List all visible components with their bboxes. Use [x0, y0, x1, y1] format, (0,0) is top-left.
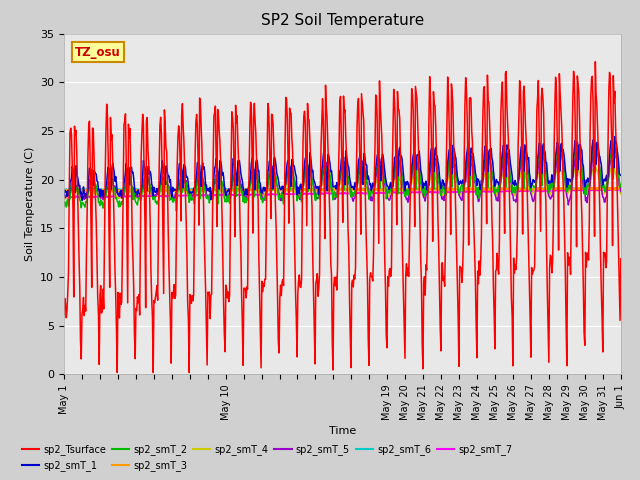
Title: SP2 Soil Temperature: SP2 Soil Temperature	[260, 13, 424, 28]
sp2_smT_2	[60, 203, 68, 209]
sp2_smT_4	[473, 191, 481, 196]
sp2_smT_2	[617, 182, 625, 188]
sp2_smT_7	[298, 192, 306, 197]
Line: sp2_smT_4: sp2_smT_4	[64, 165, 621, 200]
sp2_smT_6	[136, 187, 143, 193]
sp2_smT_7	[63, 194, 70, 200]
sp2_smT_1	[617, 173, 625, 179]
sp2_smT_2	[173, 208, 180, 214]
sp2_smT_1	[460, 181, 468, 187]
sp2_smT_6	[617, 186, 625, 192]
sp2_smT_5	[473, 192, 481, 198]
sp2_smT_2	[474, 185, 481, 191]
sp2_smT_3	[319, 187, 327, 192]
sp2_smT_6	[561, 185, 569, 191]
sp2_smT_1	[139, 171, 147, 177]
sp2_smT_3	[139, 188, 147, 193]
sp2_smT_7	[610, 186, 618, 192]
sp2_smT_6	[60, 186, 68, 192]
sp2_smT_3	[60, 188, 68, 194]
Legend: sp2_Tsurface, sp2_smT_1, sp2_smT_2, sp2_smT_3, sp2_smT_4, sp2_smT_5, sp2_smT_6, : sp2_Tsurface, sp2_smT_1, sp2_smT_2, sp2_…	[18, 441, 516, 475]
sp2_smT_3	[474, 187, 481, 193]
sp2_smT_7	[319, 191, 327, 197]
sp2_smT_6	[460, 186, 468, 192]
sp2_Tsurface	[591, 59, 599, 64]
sp2_smT_5	[564, 202, 572, 208]
sp2_smT_7	[75, 195, 83, 201]
sp2_smT_1	[298, 184, 306, 190]
sp2_smT_4	[609, 162, 616, 168]
sp2_smT_5	[319, 173, 326, 179]
sp2_Tsurface	[63, 315, 70, 321]
sp2_smT_1	[60, 192, 68, 198]
sp2_smT_2	[138, 190, 146, 196]
sp2_smT_4	[63, 194, 70, 200]
sp2_Tsurface	[460, 161, 468, 167]
Line: sp2_smT_6: sp2_smT_6	[64, 188, 621, 190]
Line: sp2_smT_3: sp2_smT_3	[64, 188, 621, 192]
X-axis label: Time: Time	[329, 426, 356, 435]
sp2_Tsurface	[60, 312, 68, 318]
sp2_smT_4	[460, 186, 467, 192]
sp2_smT_7	[60, 194, 68, 200]
sp2_Tsurface	[113, 370, 121, 375]
sp2_smT_3	[542, 185, 550, 191]
sp2_smT_6	[139, 186, 147, 192]
sp2_smT_1	[611, 134, 619, 140]
sp2_Tsurface	[617, 256, 625, 262]
sp2_smT_2	[298, 191, 306, 197]
sp2_smT_4	[319, 181, 326, 187]
sp2_smT_6	[474, 186, 481, 192]
Line: sp2_smT_7: sp2_smT_7	[64, 189, 621, 198]
sp2_smT_7	[139, 193, 147, 199]
sp2_smT_3	[69, 189, 77, 195]
sp2_smT_2	[63, 204, 70, 210]
sp2_smT_3	[617, 186, 625, 192]
sp2_smT_2	[589, 144, 596, 149]
sp2_Tsurface	[474, 268, 481, 274]
sp2_smT_3	[460, 187, 468, 192]
sp2_smT_1	[63, 189, 70, 194]
Y-axis label: Soil Temperature (C): Soil Temperature (C)	[24, 147, 35, 261]
sp2_smT_5	[573, 139, 581, 144]
Text: TZ_osu: TZ_osu	[75, 46, 121, 59]
sp2_smT_5	[298, 189, 305, 195]
sp2_smT_4	[60, 197, 68, 203]
sp2_smT_6	[63, 186, 70, 192]
sp2_smT_2	[319, 167, 327, 173]
sp2_smT_5	[617, 189, 625, 194]
sp2_smT_4	[617, 191, 625, 197]
sp2_Tsurface	[298, 201, 306, 207]
sp2_smT_2	[460, 185, 468, 191]
Line: sp2_smT_1: sp2_smT_1	[64, 137, 621, 200]
sp2_smT_6	[319, 187, 327, 192]
sp2_smT_7	[474, 189, 481, 194]
sp2_smT_3	[63, 188, 70, 193]
sp2_smT_5	[63, 192, 70, 198]
sp2_smT_4	[298, 189, 305, 195]
sp2_smT_1	[319, 153, 327, 159]
sp2_smT_5	[460, 187, 467, 193]
sp2_smT_7	[617, 187, 625, 193]
sp2_smT_6	[298, 187, 306, 192]
Line: sp2_smT_2: sp2_smT_2	[64, 146, 621, 211]
sp2_Tsurface	[139, 111, 147, 117]
sp2_smT_5	[138, 185, 146, 191]
sp2_smT_4	[138, 189, 146, 195]
sp2_smT_1	[474, 176, 481, 182]
Line: sp2_Tsurface: sp2_Tsurface	[64, 61, 621, 372]
sp2_smT_5	[60, 190, 68, 196]
Line: sp2_smT_5: sp2_smT_5	[64, 142, 621, 205]
sp2_smT_1	[78, 197, 86, 203]
sp2_smT_3	[298, 188, 306, 193]
sp2_smT_7	[460, 189, 468, 194]
sp2_Tsurface	[319, 118, 327, 123]
